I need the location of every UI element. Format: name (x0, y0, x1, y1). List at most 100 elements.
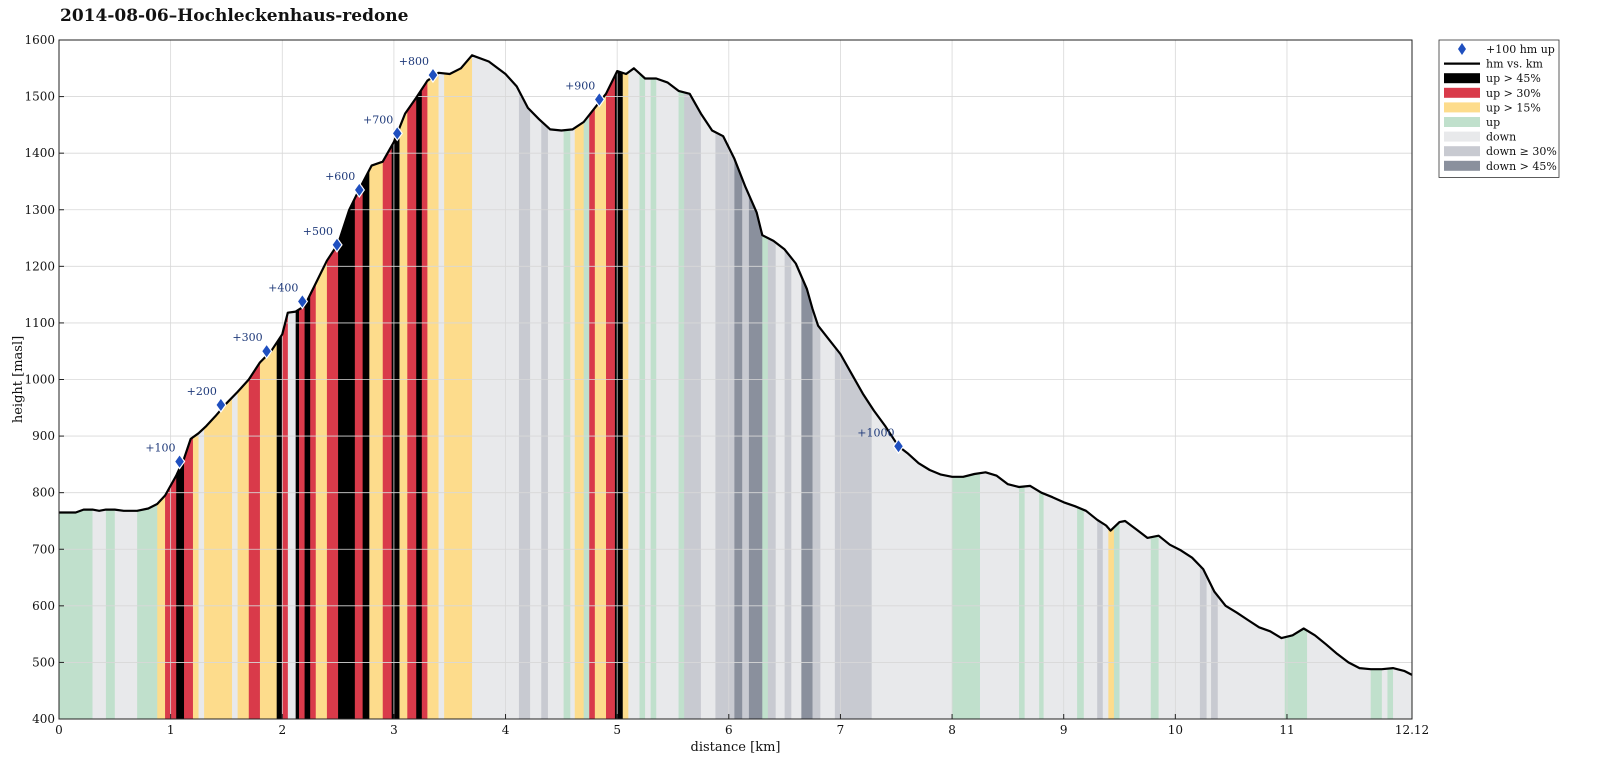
x-tick-label: 7 (837, 723, 845, 737)
x-tick-label: 0 (55, 723, 63, 737)
legend-label: up > 30% (1486, 87, 1541, 100)
band-up (563, 55, 571, 719)
band-down30 (518, 55, 531, 719)
band-up (650, 55, 657, 719)
band-up (678, 55, 685, 719)
x-tick-label: 10 (1168, 723, 1183, 737)
band-down30 (742, 55, 750, 719)
y-tick-label: 800 (32, 486, 55, 500)
band-up30 (589, 55, 596, 719)
band-down (645, 55, 652, 719)
climb-marker-label: +500 (303, 225, 333, 238)
climb-marker (173, 453, 186, 470)
band-up30 (310, 55, 317, 719)
axes: 0 1 2 3 4 5 6 7 8 9 10 11 12.12 400 500 600 700 800 900 100… (11, 33, 1429, 755)
legend-symbol (1444, 146, 1480, 157)
band-down (287, 55, 297, 719)
climb-markers: +100 +200 +300 +400 +500 +600 +700 +800 +900 +100… (145, 55, 905, 470)
legend-label: up (1486, 116, 1500, 129)
band-up45 (416, 55, 423, 719)
profile-line (59, 54, 1413, 676)
legend-symbol (1444, 102, 1480, 113)
band-up (762, 55, 769, 719)
band-down30 (812, 55, 821, 719)
band-down30 (715, 55, 724, 719)
legend-label: up > 45% (1486, 72, 1541, 85)
y-tick-label: 700 (32, 542, 55, 556)
y-tick-label: 600 (32, 599, 55, 613)
y-tick-label: 1500 (24, 90, 55, 104)
band-up15 (622, 55, 629, 719)
band-up45 (295, 55, 300, 719)
band-down45 (734, 55, 743, 719)
legend-label: up > 15% (1486, 101, 1541, 114)
y-tick-label: 1000 (24, 373, 55, 387)
band-up15 (455, 55, 473, 719)
y-axis-label: height [masl] (11, 336, 26, 423)
band-down (775, 55, 786, 719)
x-tick-label: 4 (502, 723, 510, 737)
band-up30 (299, 55, 305, 719)
band-up45 (362, 55, 370, 719)
band-up45 (391, 55, 400, 719)
y-tick-label: 400 (32, 712, 55, 726)
band-down (628, 55, 640, 719)
legend-symbol (1444, 117, 1480, 127)
climb-marker (215, 396, 227, 413)
band-up15 (594, 55, 607, 719)
band-up15 (444, 55, 456, 719)
climb-marker-label: +300 (232, 331, 262, 344)
band-up15 (369, 55, 384, 719)
legend-symbol (1458, 43, 1466, 55)
climb-marker (353, 181, 366, 198)
x-tick-label: 11 (1279, 723, 1294, 737)
legend-label: down > 45% (1486, 160, 1557, 173)
band-down (438, 55, 445, 719)
legend-label: hm vs. km (1486, 58, 1544, 71)
y-tick-label: 1300 (24, 203, 55, 217)
band-down30 (541, 55, 549, 719)
climb-marker (427, 67, 439, 84)
band-up30 (421, 55, 428, 719)
chart-title: 2014-08-06–Hochleckenhaus-redone (60, 6, 409, 26)
x-tick-label: 6 (725, 723, 733, 737)
y-tick-label: 500 (32, 655, 55, 669)
band-up30 (354, 55, 364, 719)
climb-marker (391, 125, 403, 142)
band-up45 (304, 55, 311, 719)
band-up45 (276, 55, 283, 719)
legend-label: down ≥ 30% (1486, 145, 1557, 158)
y-tick-label: 1400 (24, 146, 55, 160)
climb-marker-label: +700 (363, 113, 393, 126)
x-tick-label: 1 (167, 723, 175, 737)
x-tick-label: 2 (278, 723, 286, 737)
band-up (639, 55, 646, 719)
band-down30 (767, 55, 777, 719)
band-up30 (248, 55, 261, 719)
band-down (530, 55, 542, 719)
climb-marker-label: +100 (145, 442, 175, 455)
x-tick-label: 3 (390, 723, 398, 737)
band-up30 (282, 55, 289, 719)
y-tick-label: 1600 (24, 33, 55, 47)
band-down (570, 55, 576, 719)
band-down (547, 55, 564, 719)
band-up30 (382, 55, 393, 719)
band-down30 (784, 55, 792, 719)
x-tick-label: 5 (613, 723, 621, 737)
band-up30 (407, 55, 417, 719)
band-up30 (326, 55, 339, 719)
climb-marker-label: +200 (187, 385, 217, 398)
band-down30 (684, 55, 702, 719)
climb-marker (892, 438, 905, 455)
band-up45 (614, 55, 624, 719)
band-up30 (606, 55, 616, 719)
band-up15 (237, 55, 250, 719)
band-down45 (801, 55, 813, 719)
band-up15 (427, 55, 439, 719)
climb-marker-label: +1000 (857, 426, 894, 439)
profile-layer (59, 54, 1413, 676)
band-up (583, 55, 590, 719)
band-down (791, 55, 802, 719)
